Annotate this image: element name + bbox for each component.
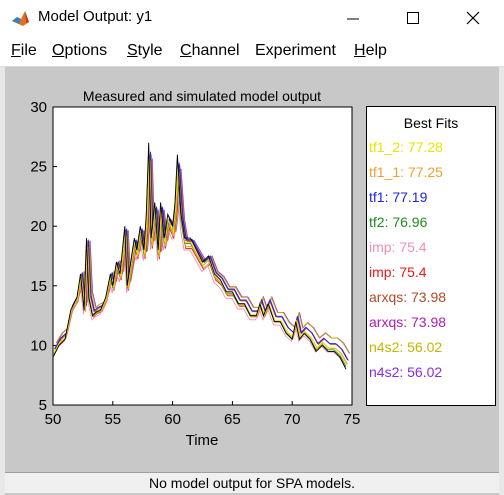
legend-title: Best Fits	[403, 115, 459, 131]
output-plot[interactable]: Measured and simulated model output Time…	[0, 67, 366, 472]
measured-line	[52, 142, 347, 370]
legend-box: Best Fits tf1_2: 77.28 tf1_1: 77.25 tf1: 7…	[366, 106, 496, 406]
menu-style[interactable]: Style	[127, 42, 163, 59]
legend-entry[interactable]: imp: 75.4	[369, 264, 427, 280]
close-button[interactable]	[450, 0, 496, 36]
x-tick-label: 50	[45, 411, 62, 428]
y-tick-label: 5	[39, 397, 47, 414]
legend-entry[interactable]: n4s2: 56.02	[369, 364, 443, 380]
y-tick-label: 15	[30, 278, 47, 295]
minimize-icon	[347, 18, 359, 20]
x-tick-label: 60	[164, 411, 181, 428]
legend-entry[interactable]: arxqs: 73.98	[369, 289, 447, 305]
y-tick-label: 30	[30, 99, 47, 116]
close-icon	[466, 11, 480, 25]
y-tick-label: 20	[30, 218, 47, 235]
axis-ticks: 50 55 60 65 70 75 5 10 15 20 25 30	[30, 99, 360, 428]
x-tick-label: 65	[224, 411, 241, 428]
menu-file[interactable]: File	[11, 42, 37, 59]
x-axis-label: Time	[186, 432, 219, 449]
x-tick-label: 70	[284, 411, 301, 428]
maximize-icon	[407, 12, 419, 24]
minimize-button[interactable]	[330, 0, 376, 36]
legend-entry[interactable]: arxqs: 73.98	[369, 314, 447, 330]
legend-entry[interactable]: imp: 75.4	[369, 239, 427, 255]
series-layer	[52, 142, 350, 370]
x-tick-label: 75	[344, 411, 361, 428]
window-title: Model Output: y1	[38, 8, 153, 25]
y-tick-label: 25	[30, 159, 47, 176]
menu-experiment[interactable]: Experiment	[255, 42, 336, 59]
legend-entry[interactable]: tf1_1: 77.25	[369, 164, 443, 180]
legend-entry[interactable]: tf1_2: 77.28	[369, 139, 443, 155]
y-tick-label: 10	[30, 337, 47, 354]
menu-options[interactable]: Options	[52, 42, 108, 59]
window-border	[499, 67, 504, 495]
x-tick-label: 55	[104, 411, 121, 428]
chart-title: Measured and simulated model output	[83, 88, 321, 104]
title-bar: Model Output: y1	[0, 0, 504, 36]
maximize-button[interactable]	[390, 0, 436, 36]
plot-area	[52, 106, 353, 406]
legend-entry[interactable]: tf2: 76.96	[369, 214, 428, 230]
menu-help[interactable]: Help	[354, 42, 387, 59]
legend-entry[interactable]: tf1: 77.19	[369, 189, 428, 205]
matlab-icon	[12, 11, 29, 26]
menu-channel[interactable]: Channel	[180, 42, 240, 59]
series-line	[55, 160, 350, 354]
status-text: No model output for SPA models.	[149, 475, 355, 491]
menu-bar: File Options Style Channel Experiment He…	[0, 36, 504, 67]
status-bar: No model output for SPA models.	[5, 472, 499, 493]
legend-entry[interactable]: n4s2: 56.02	[369, 339, 443, 355]
window-border	[0, 67, 5, 495]
